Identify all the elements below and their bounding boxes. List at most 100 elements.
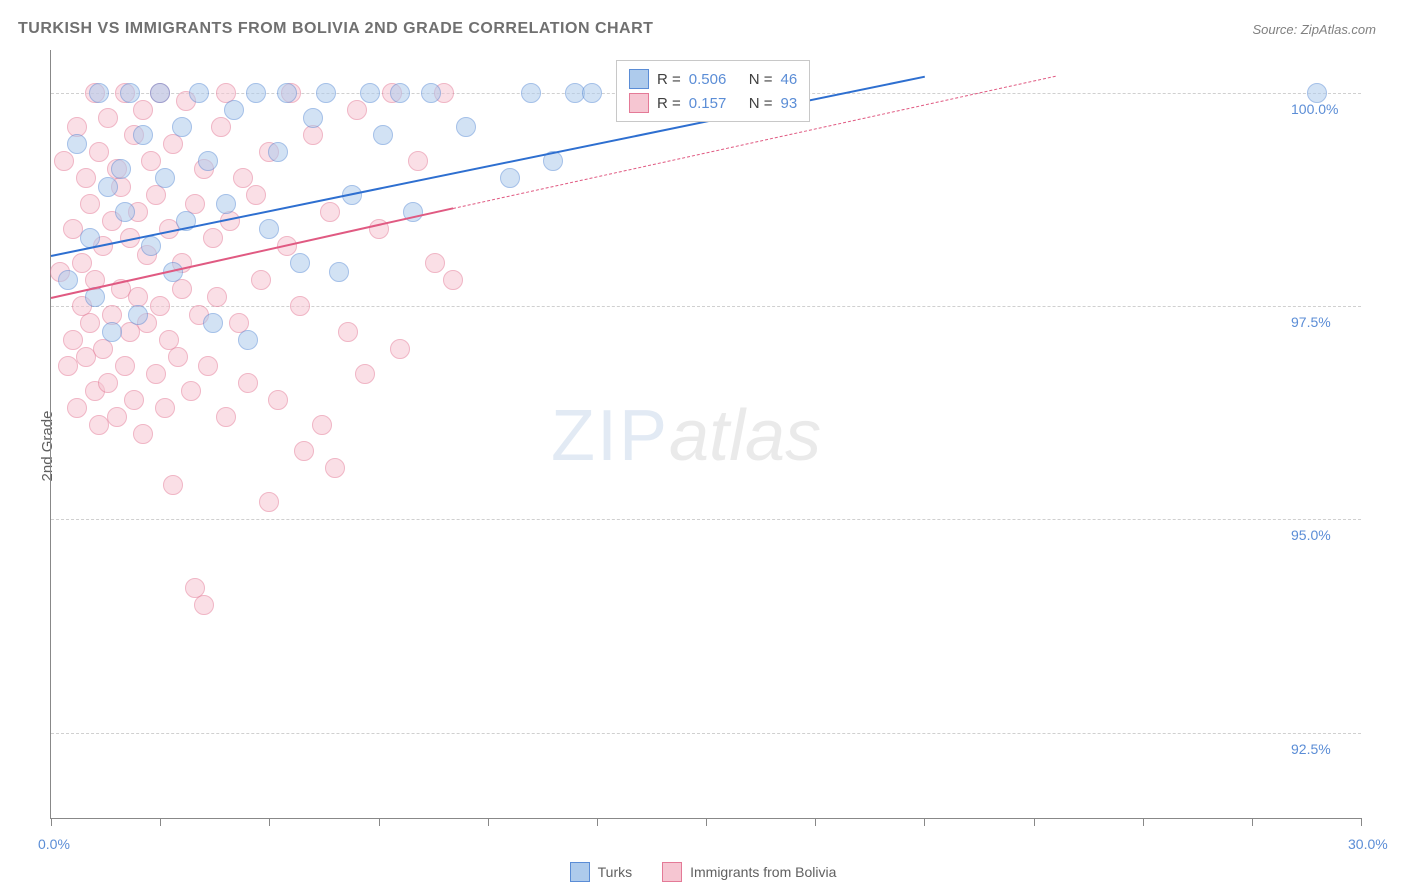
scatter-point-bolivia (124, 390, 144, 410)
scatter-point-turks (329, 262, 349, 282)
scatter-point-bolivia (290, 296, 310, 316)
scatter-point-bolivia (133, 100, 153, 120)
scatter-point-bolivia (347, 100, 367, 120)
scatter-point-bolivia (443, 270, 463, 290)
x-tick (379, 818, 380, 826)
legend-item: Turks (570, 862, 632, 882)
scatter-point-bolivia (89, 142, 109, 162)
legend-swatch (629, 93, 649, 113)
scatter-point-bolivia (80, 313, 100, 333)
scatter-point-bolivia (172, 279, 192, 299)
scatter-point-turks (111, 159, 131, 179)
scatter-point-bolivia (80, 194, 100, 214)
scatter-point-turks (89, 83, 109, 103)
scatter-point-turks (500, 168, 520, 188)
legend: Turks Immigrants from Bolivia (0, 862, 1406, 882)
plot-area: ZIPatlas 92.5%95.0%97.5%100.0%R =0.506N … (50, 50, 1361, 819)
scatter-point-bolivia (312, 415, 332, 435)
scatter-point-turks (203, 313, 223, 333)
scatter-point-bolivia (338, 322, 358, 342)
scatter-point-bolivia (325, 458, 345, 478)
scatter-point-bolivia (98, 108, 118, 128)
scatter-point-turks (172, 117, 192, 137)
y-tick-label: 100.0% (1291, 101, 1338, 117)
stats-row: R =0.506N =46 (629, 67, 797, 91)
x-tick (160, 818, 161, 826)
stats-row: R = 0.157N =93 (629, 91, 797, 115)
gridline-h (51, 519, 1361, 520)
scatter-point-turks (98, 177, 118, 197)
legend-swatch (662, 862, 682, 882)
x-tick (269, 818, 270, 826)
scatter-point-turks (120, 83, 140, 103)
scatter-point-turks (277, 83, 297, 103)
legend-label: Immigrants from Bolivia (690, 864, 836, 880)
x-tick (1361, 818, 1362, 826)
scatter-point-bolivia (67, 398, 87, 418)
stats-box: R =0.506N =46R = 0.157N =93 (616, 60, 810, 122)
scatter-point-bolivia (294, 441, 314, 461)
scatter-point-turks (390, 83, 410, 103)
scatter-point-turks (316, 83, 336, 103)
x-tick (1252, 818, 1253, 826)
scatter-point-bolivia (233, 168, 253, 188)
x-tick (815, 818, 816, 826)
scatter-point-bolivia (146, 364, 166, 384)
scatter-point-bolivia (76, 168, 96, 188)
scatter-point-bolivia (163, 475, 183, 495)
scatter-point-bolivia (168, 347, 188, 367)
scatter-point-bolivia (54, 151, 74, 171)
x-tick (488, 818, 489, 826)
gridline-h (51, 306, 1361, 307)
scatter-point-turks (373, 125, 393, 145)
chart-title: TURKISH VS IMMIGRANTS FROM BOLIVIA 2ND G… (18, 20, 653, 38)
scatter-point-turks (246, 83, 266, 103)
scatter-point-bolivia (163, 134, 183, 154)
scatter-point-turks (115, 202, 135, 222)
scatter-point-bolivia (207, 287, 227, 307)
scatter-point-turks (198, 151, 218, 171)
scatter-point-bolivia (146, 185, 166, 205)
scatter-point-bolivia (155, 398, 175, 418)
x-tick-label: 0.0% (38, 836, 70, 852)
scatter-point-turks (150, 83, 170, 103)
scatter-point-bolivia (355, 364, 375, 384)
y-tick-label: 97.5% (1291, 314, 1331, 330)
x-tick (1034, 818, 1035, 826)
scatter-point-bolivia (216, 407, 236, 427)
scatter-point-turks (224, 100, 244, 120)
legend-item: Immigrants from Bolivia (662, 862, 836, 882)
scatter-point-bolivia (303, 125, 323, 145)
scatter-point-turks (360, 83, 380, 103)
scatter-point-turks (290, 253, 310, 273)
scatter-point-bolivia (150, 296, 170, 316)
x-tick (1143, 818, 1144, 826)
scatter-point-bolivia (246, 185, 266, 205)
source-attribution: Source: ZipAtlas.com (1252, 22, 1376, 37)
scatter-point-bolivia (251, 270, 271, 290)
scatter-point-turks (521, 83, 541, 103)
scatter-point-bolivia (320, 202, 340, 222)
scatter-point-bolivia (211, 117, 231, 137)
scatter-point-turks (58, 270, 78, 290)
scatter-point-bolivia (238, 373, 258, 393)
x-tick (597, 818, 598, 826)
scatter-point-bolivia (268, 390, 288, 410)
gridline-h (51, 733, 1361, 734)
scatter-point-bolivia (390, 339, 410, 359)
scatter-point-bolivia (203, 228, 223, 248)
scatter-point-bolivia (98, 373, 118, 393)
x-tick (706, 818, 707, 826)
scatter-point-bolivia (133, 424, 153, 444)
scatter-point-bolivia (425, 253, 445, 273)
scatter-point-bolivia (93, 339, 113, 359)
scatter-point-turks (1307, 83, 1327, 103)
y-tick-label: 95.0% (1291, 527, 1331, 543)
legend-label: Turks (598, 864, 632, 880)
scatter-point-bolivia (115, 356, 135, 376)
scatter-point-turks (582, 83, 602, 103)
scatter-point-turks (128, 305, 148, 325)
scatter-point-turks (155, 168, 175, 188)
x-tick (924, 818, 925, 826)
legend-swatch (629, 69, 649, 89)
